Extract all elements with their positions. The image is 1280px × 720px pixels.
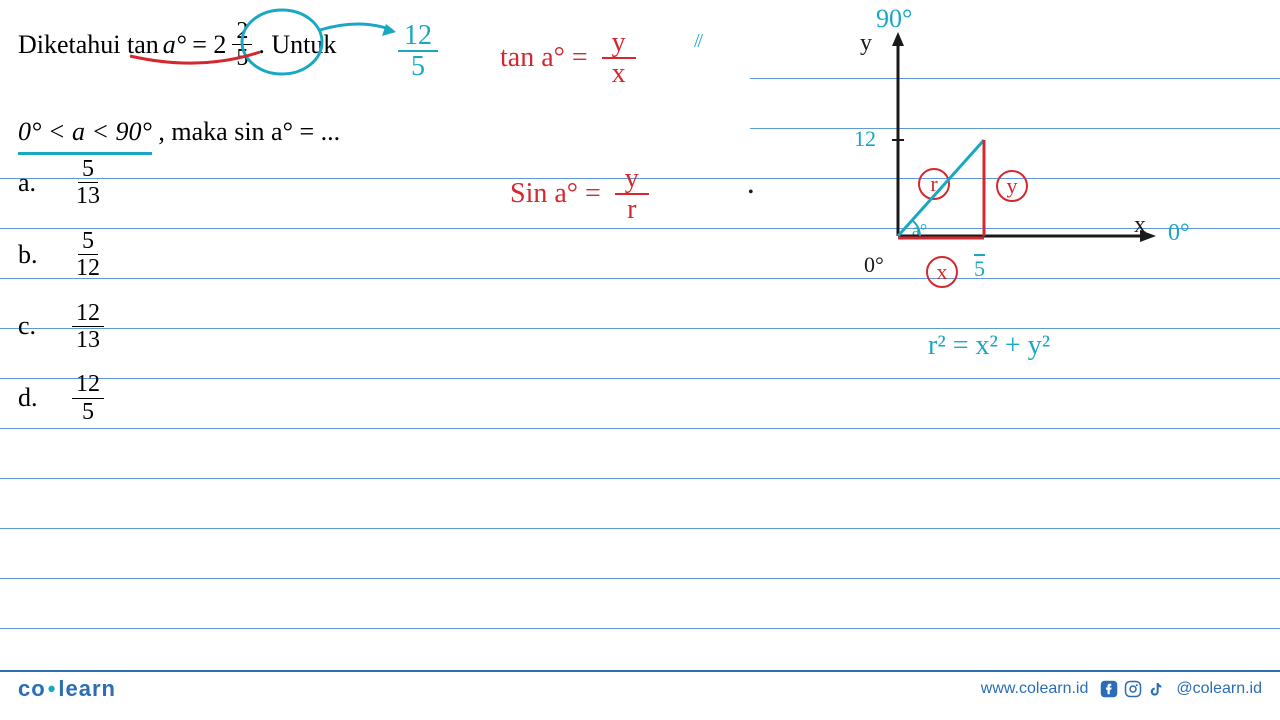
brand-post: learn: [58, 676, 116, 701]
opt-frac: 12 5: [72, 371, 104, 425]
opt-frac: 5 13: [72, 156, 104, 210]
hw-dot: •: [748, 184, 754, 202]
frac-top: 12: [72, 300, 104, 327]
footer-brand: co•learn: [18, 676, 116, 702]
frac-bot: 12: [72, 255, 104, 281]
rule: [0, 478, 1280, 479]
frac-top: 12: [72, 371, 104, 398]
hw-y-axis: y: [860, 30, 872, 57]
brand-pre: co: [18, 676, 46, 701]
question-block: Diketahui tan a° = 2 2 5 . Untuk 0° < a …: [18, 18, 438, 155]
hw-five: 5: [974, 256, 985, 282]
options: a. 5 13 b. 5 12 c. 12 13 d. 12 5: [18, 156, 104, 443]
hw-bot: r: [621, 195, 642, 224]
footer-rule: [0, 670, 1280, 672]
opt-label: c.: [18, 311, 48, 341]
hw-pythagoras: r² = x² + y²: [928, 330, 1050, 362]
hw-sin-formula: Sin a° = y r: [510, 164, 649, 225]
tiktok-icon: [1148, 680, 1164, 698]
hw-bot: x: [606, 59, 632, 88]
opt-frac: 12 13: [72, 300, 104, 354]
rule: [0, 278, 1280, 279]
hw-top: 12: [398, 21, 438, 52]
facebook-icon: [1100, 680, 1118, 698]
circle-icon: r: [918, 168, 950, 200]
footer-right: www.colearn.id @colearn.id: [981, 680, 1262, 698]
option-b: b. 5 12: [18, 228, 104, 282]
frac-bot: 13: [72, 327, 104, 353]
question-line1: Diketahui tan a° = 2 2 5 . Untuk: [18, 18, 438, 72]
hw-top: y: [615, 164, 649, 195]
opt-label: d.: [18, 383, 48, 413]
hw-top: y: [602, 28, 636, 59]
option-a: a. 5 13: [18, 156, 104, 210]
hw-x-axis: x: [1134, 212, 1146, 239]
frac-top: 5: [78, 228, 98, 255]
footer-url: www.colearn.id: [981, 680, 1089, 698]
frac-bot: 5: [78, 399, 98, 425]
q-range: 0° < a < 90°: [18, 114, 152, 155]
frac-top: 5: [78, 156, 98, 183]
hw-bot: 5: [405, 52, 431, 81]
hw-yx: y x: [602, 28, 636, 89]
hw-sin-lhs: Sin a° =: [510, 178, 601, 210]
rule: [0, 428, 1280, 429]
instagram-icon: [1124, 680, 1142, 698]
frac-bot: 5: [232, 45, 252, 71]
circle-icon: x: [926, 256, 958, 288]
option-c: c. 12 13: [18, 300, 104, 354]
hw-circle-r: r: [918, 168, 950, 200]
footer-handle: @colearn.id: [1176, 680, 1262, 698]
opt-label: a.: [18, 168, 48, 198]
hw-r: r: [930, 171, 937, 197]
hw-circle-y: y: [996, 170, 1028, 202]
q-prefix: Diketahui tan: [18, 27, 159, 63]
q-untuk: . Untuk: [258, 27, 336, 63]
rule: [0, 528, 1280, 529]
social-icons: [1100, 680, 1164, 698]
hw-tan-lhs: tan a° =: [500, 42, 588, 74]
hw-twelve: 12: [854, 126, 876, 152]
question-line2: 0° < a < 90° , maka sin a° = ...: [18, 114, 438, 155]
opt-label: b.: [18, 240, 48, 270]
hw-circle-x: x: [926, 256, 958, 288]
opt-frac: 5 12: [72, 228, 104, 282]
q-eq: = 2: [192, 27, 226, 63]
frac-bot: 13: [72, 183, 104, 209]
q-maka: , maka sin a° = ...: [158, 117, 340, 146]
q-mixed-frac: 2 5: [232, 18, 252, 72]
frac-top: 2: [232, 18, 252, 45]
rule: [0, 228, 1280, 229]
hw-tan-formula: tan a° = y x: [500, 28, 636, 89]
rule: [0, 328, 1280, 329]
hw-twelve-fifths: 12 5: [398, 20, 438, 82]
hw-teal-marks: //: [694, 30, 701, 53]
hw-x: x: [937, 259, 948, 285]
hw-y: y: [1007, 173, 1018, 199]
hw-yr: y r: [615, 164, 649, 225]
footer: co•learn www.colearn.id @colearn.id: [18, 676, 1262, 702]
circle-icon: y: [996, 170, 1028, 202]
q-var: a°: [163, 27, 186, 63]
rule: [750, 128, 1280, 129]
hw-ninety: 90°: [876, 4, 912, 34]
hw-zero-right: 0°: [1168, 220, 1190, 247]
hw-adeg: a°: [912, 220, 927, 241]
brand-dot-icon: •: [48, 676, 57, 701]
page: Diketahui tan a° = 2 2 5 . Untuk 0° < a …: [0, 0, 1280, 720]
rule: [0, 578, 1280, 579]
rule: [0, 378, 1280, 379]
hw-zero-origin: 0°: [864, 252, 884, 278]
rule: [0, 628, 1280, 629]
option-d: d. 12 5: [18, 371, 104, 425]
rule: [750, 78, 1280, 79]
